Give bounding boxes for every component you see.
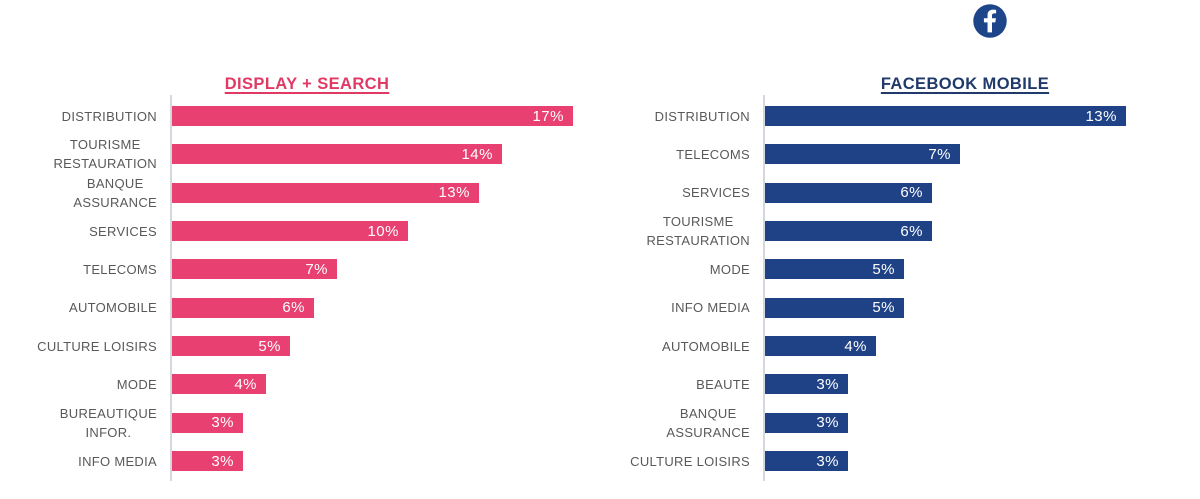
bar: 4% <box>765 336 876 357</box>
value-label: 3% <box>816 375 839 393</box>
value-label: 3% <box>211 414 234 432</box>
category-label: BANQUE ASSURANCE <box>73 175 157 210</box>
category-label: TELECOMS <box>676 146 750 162</box>
category-label: SERVICES <box>89 223 157 239</box>
value-label: 6% <box>282 299 305 317</box>
value-label: 6% <box>900 184 923 202</box>
value-label: 13% <box>438 184 470 202</box>
value-label: 3% <box>816 414 839 432</box>
category-label: MODE <box>116 376 157 392</box>
bar: 6% <box>765 182 932 203</box>
bar: 13% <box>765 106 1126 126</box>
category-label: INFO MEDIA <box>78 453 157 469</box>
y-axis-line-right <box>763 95 765 481</box>
bar: 7% <box>765 144 960 165</box>
bar: 3% <box>172 451 243 472</box>
category-label: CULTURE LOISIRS <box>630 453 750 469</box>
value-label: 3% <box>816 452 839 470</box>
category-label: DISTRIBUTION <box>61 108 157 124</box>
bar: 14% <box>172 144 502 165</box>
category-label: SERVICES <box>682 185 750 201</box>
bar: 3% <box>172 412 243 433</box>
value-label: 13% <box>1085 107 1117 125</box>
category-label: AUTOMOBILE <box>661 338 750 354</box>
bar: 3% <box>765 374 848 395</box>
bar: 5% <box>172 336 290 357</box>
value-label: 5% <box>258 337 281 355</box>
value-label: 4% <box>234 375 257 393</box>
bar: 6% <box>172 297 314 318</box>
value-label: 7% <box>928 145 951 163</box>
chart-title-facebook-mobile: FACEBOOK MOBILE <box>880 74 1050 93</box>
bar: 4% <box>172 374 266 395</box>
bar: 6% <box>765 221 932 242</box>
bar: 3% <box>765 412 848 433</box>
category-label: TELECOMS <box>83 261 157 277</box>
category-label: TOURISME RESTAURATION <box>646 214 750 249</box>
category-label: BUREAUTIQUE INFOR. <box>59 405 157 440</box>
category-label: AUTOMOBILE <box>68 300 157 316</box>
y-axis-line-left <box>170 95 172 481</box>
value-label: 5% <box>872 299 895 317</box>
value-label: 4% <box>844 337 867 355</box>
category-label: INFO MEDIA <box>671 300 750 316</box>
bar: 5% <box>765 259 904 280</box>
bar: 7% <box>172 259 337 280</box>
category-label: DISTRIBUTION <box>654 108 750 124</box>
value-label: 3% <box>211 452 234 470</box>
chart-title-display-search: DISPLAY + SEARCH <box>224 74 390 93</box>
value-label: 10% <box>367 222 399 240</box>
category-label: TOURISME RESTAURATION <box>53 137 157 172</box>
category-label: CULTURE LOISIRS <box>37 338 157 354</box>
category-label: BANQUE ASSURANCE <box>666 405 750 440</box>
facebook-icon <box>973 4 1007 38</box>
value-label: 7% <box>305 260 328 278</box>
bar: 13% <box>172 182 479 203</box>
bar: 10% <box>172 221 408 242</box>
category-label: BEAUTE <box>696 376 750 392</box>
category-label: MODE <box>709 261 750 277</box>
bar: 17% <box>172 106 573 126</box>
value-label: 17% <box>532 107 564 125</box>
value-label: 5% <box>872 260 895 278</box>
bar: 5% <box>765 297 904 318</box>
value-label: 14% <box>461 145 493 163</box>
bar: 3% <box>765 451 848 472</box>
value-label: 6% <box>900 222 923 240</box>
